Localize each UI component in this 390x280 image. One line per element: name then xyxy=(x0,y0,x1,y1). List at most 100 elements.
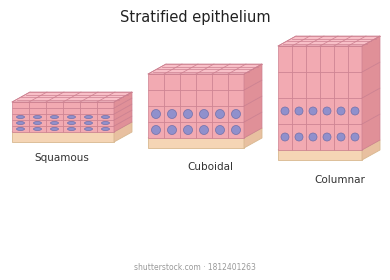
Bar xyxy=(80,126,97,132)
Polygon shape xyxy=(362,140,380,160)
Bar xyxy=(164,90,180,106)
Ellipse shape xyxy=(101,122,110,125)
Ellipse shape xyxy=(184,109,193,118)
Bar xyxy=(29,102,46,108)
Bar xyxy=(334,72,348,98)
Ellipse shape xyxy=(323,133,331,141)
Polygon shape xyxy=(362,88,380,124)
Bar xyxy=(63,102,80,108)
Bar xyxy=(12,114,29,120)
Bar xyxy=(212,106,228,122)
Bar xyxy=(29,126,46,132)
Polygon shape xyxy=(114,92,132,108)
Polygon shape xyxy=(244,64,262,90)
Polygon shape xyxy=(244,96,262,122)
Ellipse shape xyxy=(309,133,317,141)
Bar xyxy=(63,108,80,114)
Bar xyxy=(80,102,97,108)
Polygon shape xyxy=(278,140,380,150)
Bar xyxy=(292,72,306,98)
Ellipse shape xyxy=(34,127,41,130)
Bar xyxy=(196,74,212,90)
Ellipse shape xyxy=(200,109,209,118)
Bar xyxy=(278,46,292,72)
Bar xyxy=(196,106,212,122)
Bar xyxy=(148,122,164,138)
Ellipse shape xyxy=(67,127,76,130)
Bar xyxy=(46,120,63,126)
Bar xyxy=(97,126,114,132)
Text: shutterstock.com · 1812401263: shutterstock.com · 1812401263 xyxy=(134,263,256,272)
Text: Stratified epithelium: Stratified epithelium xyxy=(120,10,270,25)
Bar xyxy=(334,46,348,72)
Polygon shape xyxy=(12,122,132,132)
Bar xyxy=(80,120,97,126)
Bar xyxy=(228,106,244,122)
Bar xyxy=(212,122,228,138)
Ellipse shape xyxy=(50,116,58,118)
Bar xyxy=(148,74,164,90)
Bar xyxy=(63,114,80,120)
Polygon shape xyxy=(114,116,132,132)
Bar xyxy=(306,98,320,124)
Ellipse shape xyxy=(281,133,289,141)
Bar xyxy=(180,106,196,122)
Ellipse shape xyxy=(151,125,161,134)
Bar xyxy=(29,108,46,114)
Bar xyxy=(12,120,29,126)
Ellipse shape xyxy=(67,122,76,125)
Polygon shape xyxy=(12,92,132,102)
Bar xyxy=(12,102,29,108)
Bar xyxy=(348,46,362,72)
Bar xyxy=(278,98,292,124)
Bar xyxy=(228,122,244,138)
Ellipse shape xyxy=(232,109,241,118)
Bar xyxy=(348,72,362,98)
Bar xyxy=(306,46,320,72)
Ellipse shape xyxy=(85,116,92,118)
Bar xyxy=(63,120,80,126)
Bar xyxy=(97,120,114,126)
Text: Cuboidal: Cuboidal xyxy=(187,162,233,172)
Polygon shape xyxy=(244,128,262,148)
Bar xyxy=(228,90,244,106)
Bar xyxy=(148,90,164,106)
Ellipse shape xyxy=(34,122,41,125)
Bar xyxy=(29,114,46,120)
Polygon shape xyxy=(148,64,262,74)
Ellipse shape xyxy=(337,133,345,141)
Polygon shape xyxy=(362,114,380,150)
Polygon shape xyxy=(114,104,132,120)
Bar xyxy=(292,124,306,150)
Ellipse shape xyxy=(85,122,92,125)
Ellipse shape xyxy=(281,107,289,115)
Polygon shape xyxy=(114,122,132,142)
Bar xyxy=(46,108,63,114)
Ellipse shape xyxy=(309,107,317,115)
Bar xyxy=(80,114,97,120)
Bar xyxy=(212,74,228,90)
Bar xyxy=(278,124,292,150)
Ellipse shape xyxy=(295,107,303,115)
Bar xyxy=(334,124,348,150)
Ellipse shape xyxy=(351,133,359,141)
Bar xyxy=(320,98,334,124)
Polygon shape xyxy=(148,128,262,138)
Ellipse shape xyxy=(167,125,177,134)
Ellipse shape xyxy=(337,107,345,115)
Bar xyxy=(63,126,80,132)
Polygon shape xyxy=(362,36,380,72)
Bar xyxy=(334,98,348,124)
Polygon shape xyxy=(278,36,380,46)
Bar xyxy=(306,72,320,98)
Ellipse shape xyxy=(295,133,303,141)
Bar xyxy=(292,46,306,72)
Ellipse shape xyxy=(216,125,225,134)
Bar xyxy=(180,122,196,138)
Ellipse shape xyxy=(85,127,92,130)
Bar xyxy=(148,138,244,148)
Bar xyxy=(164,74,180,90)
Ellipse shape xyxy=(16,127,25,130)
Bar xyxy=(278,150,362,160)
Ellipse shape xyxy=(16,116,25,118)
